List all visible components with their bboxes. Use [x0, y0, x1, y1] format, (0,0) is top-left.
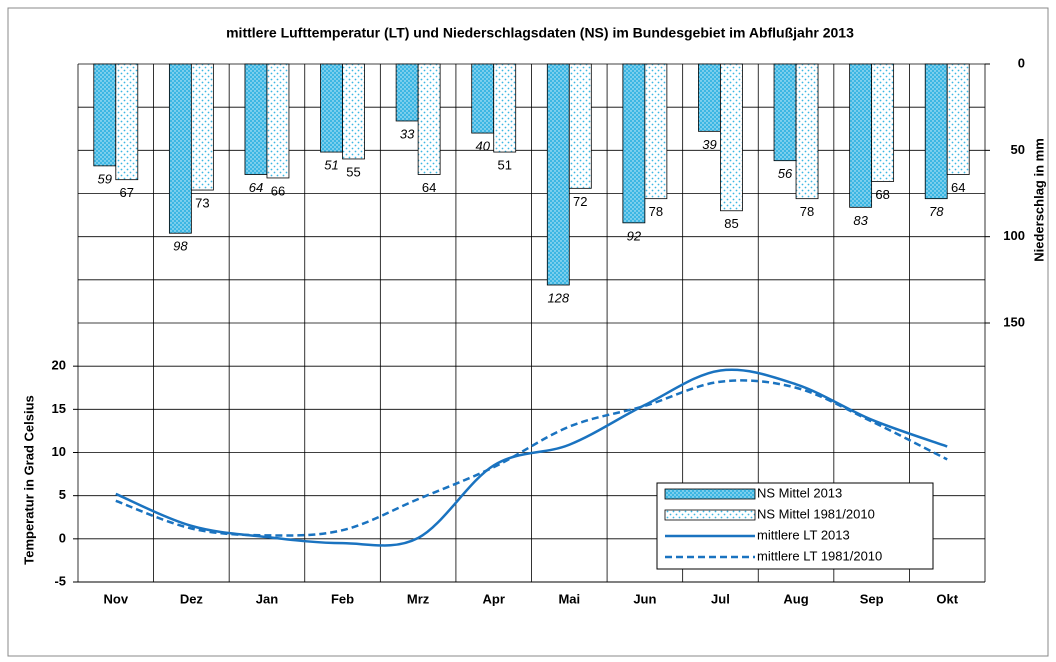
bar — [849, 63, 873, 208]
line — [115, 368, 948, 547]
x-tick-label: Okt — [936, 591, 958, 606]
bar — [946, 63, 970, 175]
value-label: 73 — [195, 195, 209, 210]
x-tick-label: Jul — [711, 591, 730, 606]
value-label: 67 — [120, 185, 134, 200]
y2-tick-label: 50 — [1011, 142, 1025, 157]
value-label: 83 — [853, 213, 868, 228]
bar — [320, 63, 343, 153]
y2-tick-label: 100 — [1003, 228, 1025, 243]
value-label: 55 — [346, 164, 360, 179]
y2-tick-label: 150 — [1003, 314, 1025, 329]
value-label: 78 — [649, 204, 663, 219]
x-tick-label: Apr — [483, 591, 505, 606]
bar — [924, 63, 948, 200]
y2-tick-label: 0 — [1018, 55, 1025, 70]
value-label: 92 — [627, 228, 642, 243]
value-label: 40 — [475, 139, 490, 154]
bar — [720, 63, 743, 212]
value-label: 59 — [98, 171, 112, 186]
bar — [342, 63, 365, 160]
legend-swatch — [664, 488, 756, 500]
x-tick-label: Dez — [180, 591, 204, 606]
value-label: 98 — [173, 239, 188, 254]
x-tick-label: Mai — [558, 591, 580, 606]
value-label: 51 — [324, 157, 338, 172]
x-tick-label: Sep — [860, 591, 884, 606]
grid — [73, 63, 990, 583]
bar — [493, 63, 517, 153]
value-label: 78 — [929, 204, 944, 219]
bar — [93, 63, 117, 167]
x-tick-label: Mrz — [407, 591, 430, 606]
value-label: 78 — [800, 204, 814, 219]
legend-swatch — [664, 509, 756, 521]
value-label: 66 — [271, 183, 285, 198]
line — [115, 379, 948, 537]
bar — [395, 63, 419, 122]
bar — [773, 63, 797, 162]
x-tick-label: Aug — [783, 591, 808, 606]
y-tick-label: 15 — [52, 401, 66, 416]
y-tick-label: 0 — [59, 530, 66, 545]
marks — [93, 63, 970, 547]
y-axis-title: Temperatur in Grad Celsius — [21, 395, 36, 565]
x-tick-label: Nov — [104, 591, 129, 606]
bar — [190, 63, 214, 191]
value-label: 39 — [702, 137, 716, 152]
legend-label: mittlere LT 1981/2010 — [757, 548, 882, 563]
x-tick-label: Jun — [633, 591, 656, 606]
bar — [795, 63, 819, 200]
bar — [244, 63, 268, 175]
value-label: 64 — [951, 180, 965, 195]
bar — [568, 63, 592, 189]
value-label: 64 — [422, 180, 436, 195]
bar — [115, 63, 139, 181]
legend-label: NS Mittel 1981/2010 — [757, 506, 875, 521]
value-label: 33 — [400, 126, 415, 141]
value-label: 85 — [724, 216, 738, 231]
value-label: 51 — [497, 157, 511, 172]
bar — [471, 63, 495, 134]
value-label: 72 — [573, 194, 587, 209]
y-tick-label: 20 — [52, 358, 66, 373]
bar — [644, 63, 668, 200]
bar — [871, 63, 895, 182]
bar — [417, 63, 441, 175]
y-tick-label: 10 — [52, 444, 66, 459]
value-label: 56 — [778, 166, 793, 181]
bar — [168, 63, 192, 234]
chart-title: mittlere Lufttemperatur (LT) und Nieders… — [226, 25, 854, 41]
bar — [698, 63, 721, 132]
bar — [622, 63, 646, 224]
y-tick-label: 5 — [59, 487, 66, 502]
legend-label: NS Mittel 2013 — [757, 485, 842, 500]
y2-axis-title: Niederschlag in mm — [1031, 138, 1046, 262]
value-label: 128 — [547, 290, 569, 305]
bar — [266, 63, 290, 179]
bar — [546, 63, 570, 286]
value-label: 68 — [875, 187, 889, 202]
x-tick-label: Jan — [256, 591, 278, 606]
x-tick-label: Feb — [331, 591, 354, 606]
value-label: 64 — [249, 180, 263, 195]
legend-label: mittlere LT 2013 — [757, 527, 850, 542]
y-tick-label: -5 — [54, 573, 66, 588]
